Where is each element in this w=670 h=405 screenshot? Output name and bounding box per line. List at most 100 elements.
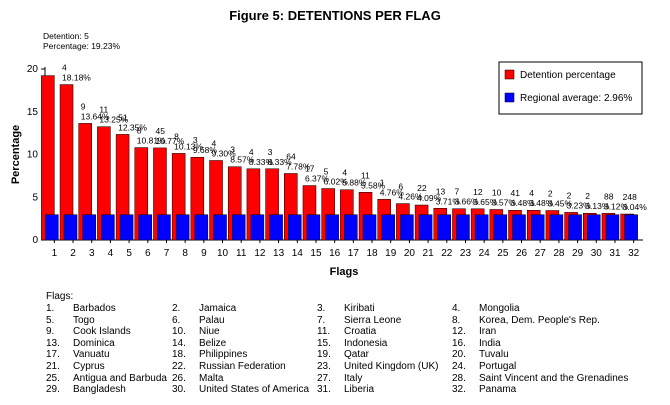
percentage-label: 3.71% bbox=[436, 196, 461, 206]
regional-average-bar bbox=[306, 214, 321, 241]
flag-entry: 21. Cyprus bbox=[46, 361, 105, 373]
flag-number: 25. bbox=[46, 372, 60, 384]
percentage-label: 12.35% bbox=[118, 122, 147, 132]
percentage-label: 3.66% bbox=[454, 197, 479, 207]
percentage-label: 18.18% bbox=[62, 73, 91, 83]
x-tick-label: 3 bbox=[89, 248, 95, 259]
regional-average-bar bbox=[418, 214, 433, 241]
flag-name: Italy bbox=[344, 372, 363, 384]
flag-entry: 4. Mongolia bbox=[452, 303, 520, 315]
flag-entry: 8. Korea, Dem. People's Rep. bbox=[452, 315, 600, 327]
x-tick-label: 25 bbox=[497, 248, 509, 259]
flag-number: 13. bbox=[46, 337, 60, 349]
x-tick-label: 26 bbox=[516, 248, 528, 259]
detention-count-label: 51 bbox=[118, 112, 128, 122]
percentage-label: 6.37% bbox=[305, 174, 330, 184]
x-tick-label: 18 bbox=[366, 248, 378, 259]
detention-count-label: 3 bbox=[193, 135, 198, 145]
flag-name: United Kingdom (UK) bbox=[344, 361, 439, 372]
regional-average-bar bbox=[138, 214, 153, 241]
x-tick-label: 20 bbox=[404, 248, 416, 259]
x-tick-label: 12 bbox=[254, 248, 266, 259]
flag-number: 31. bbox=[317, 384, 331, 396]
flag-number: 2. bbox=[172, 303, 181, 314]
x-tick-label: 5 bbox=[126, 248, 132, 259]
detention-count-label: 4 bbox=[529, 188, 534, 198]
first-bar-percentage-note: Percentage: 19.23% bbox=[43, 41, 120, 51]
flag-name: Barbados bbox=[73, 303, 116, 314]
flag-entry: 1. Barbados bbox=[46, 303, 116, 315]
flag-number: 17. bbox=[46, 349, 60, 361]
detention-count-label: 64 bbox=[286, 151, 296, 161]
percentage-label: 8.57% bbox=[230, 155, 255, 165]
regional-average-bar bbox=[194, 214, 209, 241]
flag-entry: 6. Palau bbox=[172, 315, 225, 327]
flag-number: 24. bbox=[452, 361, 466, 372]
x-tick-label: 14 bbox=[292, 248, 304, 259]
detention-count-label: 4 bbox=[62, 63, 67, 73]
regional-average-bar bbox=[157, 214, 171, 241]
flag-name: Indonesia bbox=[344, 337, 388, 349]
x-tick-label: 11 bbox=[236, 248, 247, 259]
percentage-label: 5.88% bbox=[342, 178, 367, 188]
flag-name: Philippines bbox=[199, 349, 248, 361]
percentage-label: 10.77% bbox=[155, 136, 184, 146]
flag-number: 1. bbox=[46, 303, 55, 314]
legend-label-detention: Detention percentage bbox=[520, 70, 616, 81]
regional-average-bar bbox=[45, 214, 59, 241]
flag-number: 23. bbox=[317, 361, 331, 372]
flag-entry: 27. Italy bbox=[317, 373, 362, 385]
flag-number: 8. bbox=[452, 314, 461, 326]
flag-name: Portugal bbox=[479, 361, 517, 372]
detention-count-label: 6 bbox=[398, 182, 403, 192]
percentage-label: 8.33% bbox=[249, 157, 274, 167]
x-tick-label: 1 bbox=[52, 248, 58, 259]
flag-entry: 15. Indonesia bbox=[317, 338, 387, 350]
percentage-label: 3.48% bbox=[511, 198, 536, 208]
regional-average-bar bbox=[587, 214, 601, 241]
regional-average-bar bbox=[437, 214, 452, 241]
flags-heading: Flags: bbox=[46, 291, 74, 302]
x-tick-label: 30 bbox=[591, 248, 603, 259]
x-tick-label: 8 bbox=[182, 248, 188, 259]
detention-count-label: 41 bbox=[511, 188, 521, 198]
flag-name: Mongolia bbox=[479, 303, 520, 314]
flag-number: 20. bbox=[452, 349, 466, 361]
flag-number: 26. bbox=[172, 372, 186, 384]
regional-average-bar bbox=[549, 214, 564, 241]
x-tick-label: 32 bbox=[628, 248, 640, 259]
legend-swatch-regional bbox=[504, 92, 515, 103]
flag-entry: 18. Philippines bbox=[172, 349, 247, 361]
flag-name: Belize bbox=[199, 337, 227, 349]
detention-count-label: 2 bbox=[567, 190, 572, 200]
flag-name: India bbox=[479, 337, 501, 349]
detention-count-label: 2 bbox=[585, 191, 590, 201]
x-tick-label: 7 bbox=[164, 248, 170, 259]
x-tick-label: 13 bbox=[273, 248, 285, 259]
flag-entry: 31. Liberia bbox=[317, 384, 374, 396]
percentage-label: 9.68% bbox=[193, 145, 218, 155]
y-tick-label: 10 bbox=[27, 150, 39, 161]
flag-number: 21. bbox=[46, 361, 60, 372]
flag-name: Vanuatu bbox=[73, 349, 110, 361]
flag-number: 28. bbox=[452, 372, 466, 384]
flag-entry: 22. Russian Federation bbox=[172, 361, 286, 373]
flag-number: 32. bbox=[452, 384, 466, 396]
flag-entry: 30. United States of America bbox=[172, 384, 309, 396]
regional-average-bar bbox=[325, 214, 339, 241]
flag-entry: 25. Antigua and Barbuda bbox=[46, 373, 167, 385]
flag-name: Dominica bbox=[73, 337, 115, 349]
flag-number: 22. bbox=[172, 361, 186, 372]
x-axis-title: Flags bbox=[330, 266, 359, 278]
detention-count-label: 4 bbox=[342, 168, 347, 178]
flag-number: 29. bbox=[46, 384, 60, 396]
percentage-label: 4.26% bbox=[398, 192, 423, 202]
flag-name: Togo bbox=[73, 314, 95, 326]
flag-name: Panama bbox=[479, 384, 517, 396]
flag-number: 9. bbox=[46, 326, 55, 338]
regional-average-bar bbox=[530, 214, 545, 241]
flag-entry: 26. Malta bbox=[172, 373, 223, 385]
detention-count-label: 11 bbox=[361, 170, 370, 180]
y-axis-title: Percentage bbox=[10, 125, 22, 184]
flag-name: Russian Federation bbox=[199, 361, 286, 372]
